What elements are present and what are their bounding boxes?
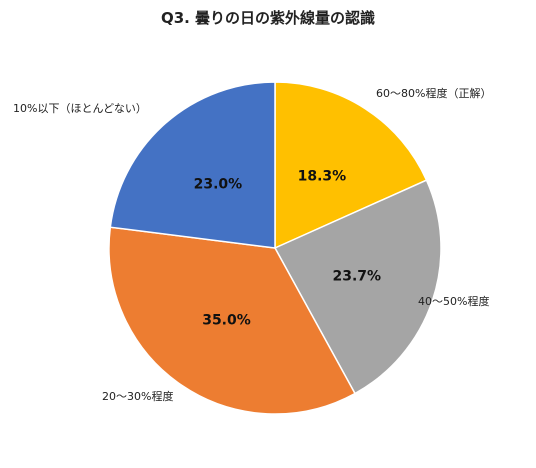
slice-10-or-less-value-label: 23.0% [194,176,243,192]
slice-60-80 [274,81,428,250]
chart-title: Q3. 曇りの日の紫外線量の認識 [161,9,375,27]
slice-20-30-value-label: 35.0% [202,312,251,328]
slice-10-or-less [109,81,276,249]
slices-group [108,81,442,415]
slice-40-50 [273,179,442,395]
slice-20-30-category-label: 20〜30%程度 [102,389,173,403]
slice-60-80-category-label: 60〜80%程度（正解） [376,86,491,100]
labels-group: 18.3% 60〜80%程度（正解） 23.7% 40〜50%程度 35.0% 20〜30… [13,86,491,403]
slice-20-30 [108,226,356,415]
slice-60-80-value-label: 18.3% [298,169,347,185]
slice-40-50-value-label: 23.7% [333,268,382,284]
slice-10-or-less-category-label: 10%以下（ほとんどない） [13,102,147,115]
slice-40-50-category-label: 40〜50%程度 [418,294,489,308]
